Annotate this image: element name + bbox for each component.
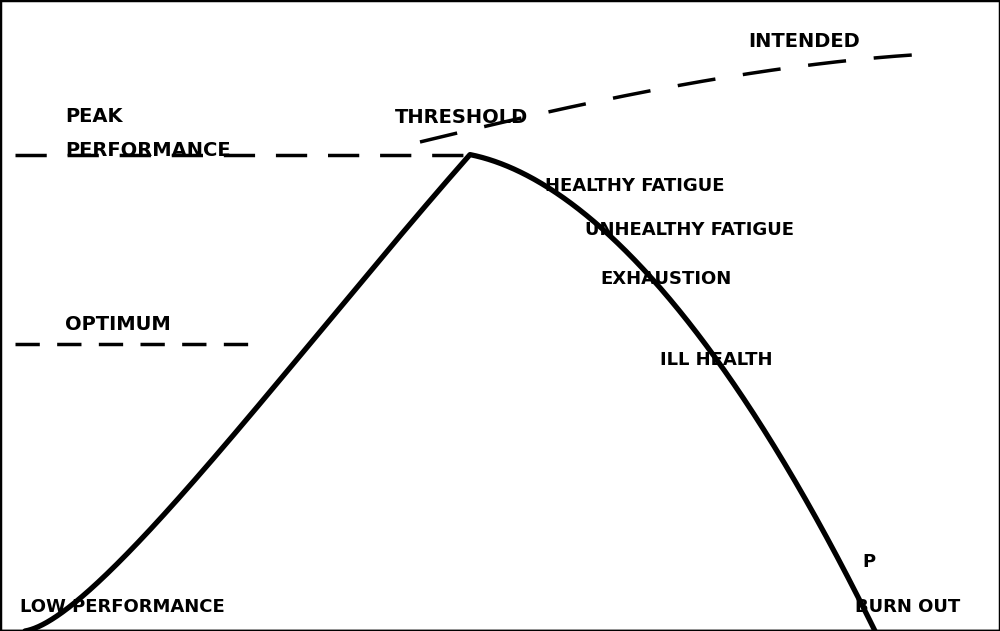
Text: PERFORMANCE: PERFORMANCE bbox=[65, 141, 231, 160]
Text: BURN OUT: BURN OUT bbox=[855, 598, 960, 616]
Text: OPTIMUM: OPTIMUM bbox=[65, 316, 171, 334]
Text: HEALTHY FATIGUE: HEALTHY FATIGUE bbox=[545, 177, 724, 195]
Text: LOW PERFORMANCE: LOW PERFORMANCE bbox=[20, 598, 225, 616]
Text: INTENDED: INTENDED bbox=[748, 32, 860, 50]
Text: P: P bbox=[862, 553, 875, 570]
Text: UNHEALTHY FATIGUE: UNHEALTHY FATIGUE bbox=[585, 221, 794, 239]
Text: PEAK: PEAK bbox=[65, 107, 122, 126]
Text: THRESHOLD: THRESHOLD bbox=[395, 109, 528, 127]
Text: EXHAUSTION: EXHAUSTION bbox=[600, 270, 731, 288]
Text: ILL HEALTH: ILL HEALTH bbox=[660, 351, 772, 369]
